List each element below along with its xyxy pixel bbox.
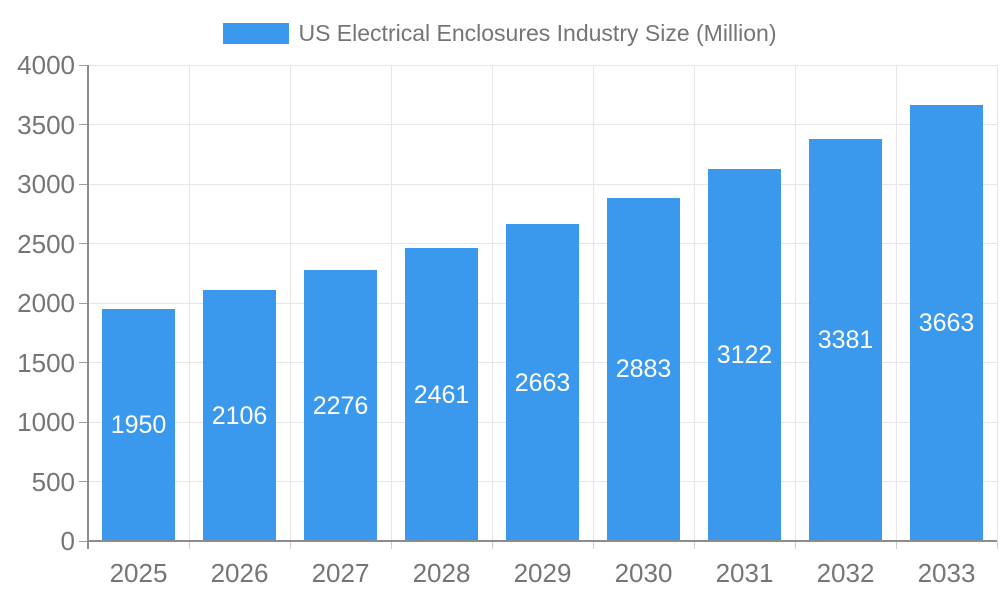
y-axis-tick xyxy=(79,243,88,244)
x-axis-tick xyxy=(996,541,998,549)
y-axis-tick-label: 0 xyxy=(60,526,75,556)
y-axis-tick-label: 3500 xyxy=(17,109,75,140)
bar-value-label: 2663 xyxy=(514,368,571,397)
legend-label: US Electrical Enclosures Industry Size (… xyxy=(298,20,777,46)
x-axis-tick-label: 2025 xyxy=(109,558,168,588)
bar-value-label: 3381 xyxy=(817,325,874,354)
bar-value-label: 3122 xyxy=(716,341,773,370)
x-axis-tick xyxy=(693,541,695,549)
bar-value-label: 2461 xyxy=(413,380,470,409)
x-axis-tick xyxy=(794,541,796,549)
x-axis-tick-label: 2033 xyxy=(917,558,976,588)
y-axis-tick-label: 2500 xyxy=(17,228,75,259)
gridline-horizontal xyxy=(88,124,997,125)
y-axis-tick-label: 4000 xyxy=(17,50,75,80)
x-axis-line xyxy=(87,540,997,542)
bar-2032[interactable] xyxy=(809,138,882,541)
bar-value-label: 3663 xyxy=(918,309,975,338)
y-axis-tick-label: 2000 xyxy=(17,288,75,318)
y-axis-tick xyxy=(79,421,88,423)
y-axis-tick xyxy=(79,64,88,66)
bar-2028[interactable] xyxy=(405,248,478,541)
bar-2030[interactable] xyxy=(607,197,680,541)
bar-value-label: 1950 xyxy=(110,410,167,439)
x-axis-tick-label: 2032 xyxy=(816,558,875,588)
x-axis-tick xyxy=(390,541,392,549)
x-axis-tick-label: 2029 xyxy=(513,558,572,588)
x-axis-tick-label: 2031 xyxy=(715,558,774,588)
bar-value-label: 2883 xyxy=(615,355,672,384)
gridline-vertical xyxy=(895,65,897,541)
x-axis-tick xyxy=(592,541,594,549)
gridline-vertical xyxy=(693,65,695,541)
legend-swatch xyxy=(223,22,290,44)
bar-2031[interactable] xyxy=(708,169,781,541)
gridline-vertical xyxy=(996,65,998,541)
y-axis-tick-label: 3000 xyxy=(17,169,75,199)
x-axis-tick xyxy=(491,541,493,549)
y-axis-tick-label: 1500 xyxy=(17,347,75,378)
x-axis-tick-label: 2030 xyxy=(614,558,673,588)
gridline-vertical xyxy=(491,65,493,541)
bar-2033[interactable] xyxy=(910,105,983,541)
bar-2026[interactable] xyxy=(203,290,276,541)
y-axis-tick-label: 1000 xyxy=(17,407,75,437)
x-axis-tick-label: 2028 xyxy=(412,558,471,588)
y-axis-tick xyxy=(79,540,88,542)
gridline-vertical xyxy=(592,65,594,541)
y-axis-tick xyxy=(79,362,88,363)
x-axis-tick xyxy=(895,541,897,549)
x-axis-tick xyxy=(289,541,291,549)
gridline-vertical xyxy=(289,65,291,541)
legend[interactable]: US Electrical Enclosures Industry Size (… xyxy=(0,20,1000,46)
bar-value-label: 2106 xyxy=(211,401,268,430)
gridline-horizontal xyxy=(88,64,997,66)
x-axis-tick xyxy=(188,541,190,549)
y-axis-tick-label: 500 xyxy=(31,466,75,497)
bar-value-label: 2276 xyxy=(312,391,369,420)
y-axis-line xyxy=(87,65,89,549)
bar-2025[interactable] xyxy=(102,308,175,541)
y-axis-tick xyxy=(79,302,88,304)
x-axis-tick-label: 2027 xyxy=(311,558,370,588)
gridline-horizontal xyxy=(88,183,997,185)
y-axis-tick xyxy=(79,481,88,482)
y-axis-tick xyxy=(79,183,88,185)
gridline-vertical xyxy=(794,65,796,541)
y-axis-tick xyxy=(79,124,88,125)
bar-2027[interactable] xyxy=(304,270,377,541)
bar-2029[interactable] xyxy=(506,224,579,541)
gridline-vertical xyxy=(390,65,392,541)
x-axis-tick-label: 2026 xyxy=(210,558,269,588)
gridline-vertical xyxy=(188,65,190,541)
